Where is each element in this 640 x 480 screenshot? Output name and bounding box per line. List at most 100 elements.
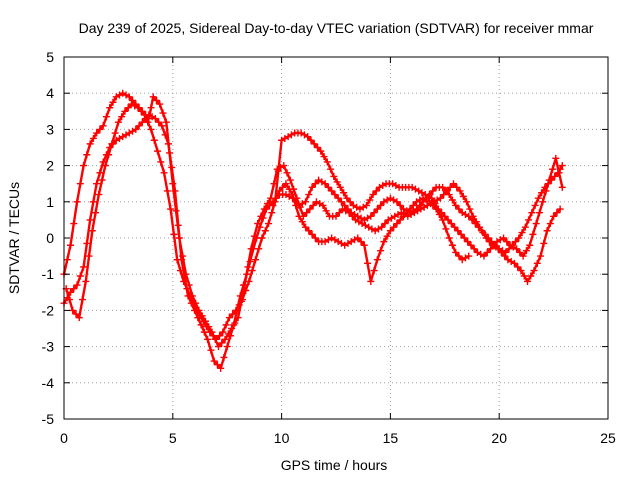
y-tick-label: -5 bbox=[42, 411, 55, 427]
data-point bbox=[88, 227, 96, 235]
data-point bbox=[173, 256, 181, 264]
data-point bbox=[393, 198, 401, 206]
data-point bbox=[519, 252, 527, 260]
data-point-interp bbox=[307, 136, 315, 144]
data-point bbox=[147, 125, 155, 133]
data-point bbox=[452, 248, 460, 256]
data-point-interp bbox=[370, 209, 378, 217]
data-point-interp bbox=[229, 310, 237, 318]
data-point bbox=[332, 212, 340, 220]
data-point bbox=[497, 248, 505, 256]
data-point bbox=[86, 140, 94, 148]
data-point-interp bbox=[435, 210, 443, 218]
data-point bbox=[543, 227, 551, 235]
data-point bbox=[545, 176, 553, 184]
data-point bbox=[369, 191, 377, 199]
data-point-interp bbox=[176, 267, 184, 275]
data-point-interp bbox=[538, 189, 546, 197]
data-point-interp bbox=[147, 104, 155, 112]
chart-title: Day 239 of 2025, Sidereal Day-to-day VTE… bbox=[79, 20, 594, 36]
data-point bbox=[471, 220, 479, 228]
data-point-interp bbox=[92, 209, 100, 217]
data-point bbox=[258, 234, 266, 242]
data-point-interp bbox=[372, 187, 380, 195]
data-point-interp bbox=[518, 229, 526, 237]
data-point bbox=[214, 343, 222, 351]
data-point-interp bbox=[311, 180, 319, 188]
data-point bbox=[367, 277, 375, 285]
data-point-interp bbox=[344, 205, 352, 213]
data-point-interp bbox=[442, 187, 450, 195]
data-point-interp bbox=[503, 238, 511, 246]
data-point-interp bbox=[505, 245, 513, 253]
y-tick-label: 2 bbox=[46, 158, 54, 174]
data-point bbox=[323, 158, 331, 166]
data-point bbox=[556, 205, 564, 213]
data-point bbox=[210, 357, 218, 365]
data-point-interp bbox=[529, 230, 537, 238]
data-point bbox=[530, 267, 538, 275]
data-point bbox=[528, 209, 536, 217]
data-point bbox=[452, 201, 460, 209]
data-point-interp bbox=[520, 272, 528, 280]
data-point-interp bbox=[242, 286, 250, 294]
data-point bbox=[439, 216, 447, 224]
data-point-interp bbox=[340, 189, 348, 197]
data-point bbox=[204, 335, 212, 343]
data-point bbox=[521, 223, 529, 231]
data-point bbox=[156, 100, 164, 108]
data-point-interp bbox=[381, 220, 389, 228]
data-point-interp bbox=[370, 267, 378, 275]
data-point-interp bbox=[512, 238, 520, 246]
data-point bbox=[336, 183, 344, 191]
data-point bbox=[221, 335, 229, 343]
data-point bbox=[510, 259, 518, 267]
data-point-interp bbox=[248, 267, 256, 275]
data-point bbox=[523, 277, 531, 285]
data-point-interp bbox=[403, 209, 411, 217]
y-tick-label: 4 bbox=[46, 85, 54, 101]
data-point-interp bbox=[272, 194, 280, 202]
data-point-interp bbox=[163, 187, 171, 195]
data-point-interp bbox=[525, 216, 533, 224]
data-point-interp bbox=[546, 220, 554, 228]
data-point bbox=[515, 234, 523, 242]
data-point bbox=[80, 263, 88, 271]
data-point bbox=[334, 194, 342, 202]
data-point-interp bbox=[464, 238, 472, 246]
data-point-interp bbox=[514, 263, 522, 271]
data-point-interp bbox=[76, 180, 84, 188]
data-point-interp bbox=[303, 209, 311, 217]
data-point-interp bbox=[159, 109, 167, 117]
data-point bbox=[95, 191, 103, 199]
data-point-interp bbox=[63, 256, 71, 264]
data-point bbox=[436, 194, 444, 202]
data-point-interp bbox=[72, 310, 80, 318]
data-point-interp bbox=[96, 169, 104, 177]
data-point-interp bbox=[331, 191, 339, 199]
data-point-interp bbox=[150, 136, 158, 144]
data-point-interp bbox=[409, 201, 417, 209]
series-track-d bbox=[269, 180, 473, 285]
data-point-interp bbox=[305, 191, 313, 199]
data-point bbox=[460, 234, 468, 242]
data-point bbox=[193, 306, 201, 314]
data-point bbox=[330, 172, 338, 180]
data-point bbox=[186, 292, 194, 300]
data-point-interp bbox=[240, 281, 248, 289]
data-point-interp bbox=[494, 245, 502, 253]
data-point bbox=[302, 223, 310, 231]
data-point bbox=[373, 256, 381, 264]
x-tick-label: 15 bbox=[383, 430, 399, 446]
data-point bbox=[160, 169, 168, 177]
data-point-interp bbox=[285, 185, 293, 193]
data-point-interp bbox=[311, 234, 319, 242]
data-point-interp bbox=[305, 227, 313, 235]
data-point-interp bbox=[457, 230, 465, 238]
data-point bbox=[399, 212, 407, 220]
data-point bbox=[539, 198, 547, 206]
data-point bbox=[180, 277, 188, 285]
data-point bbox=[232, 306, 240, 314]
